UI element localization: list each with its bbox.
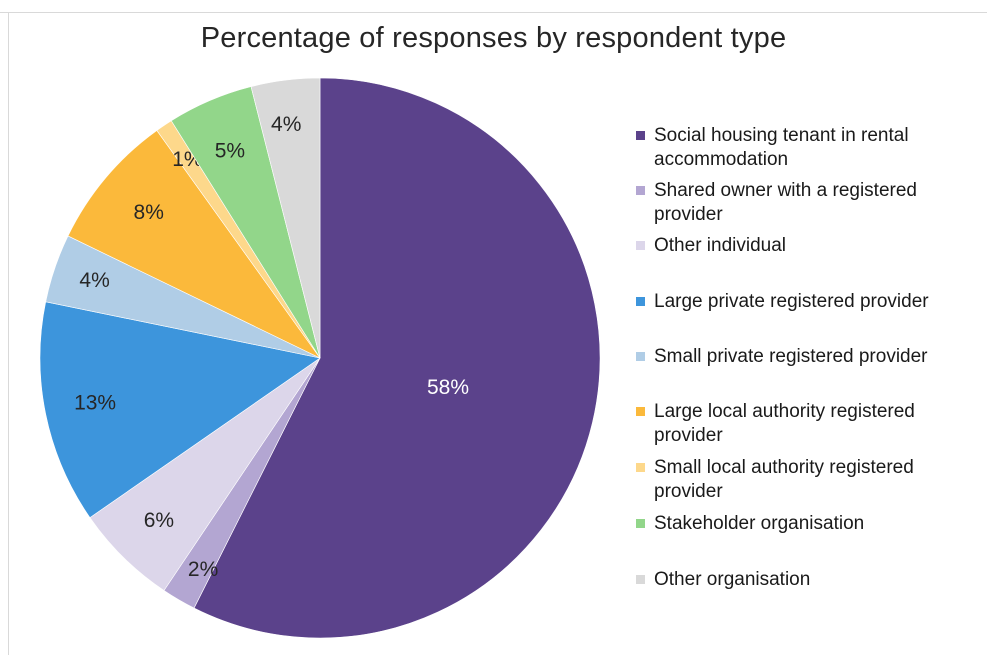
legend-swatch (636, 463, 645, 472)
legend-item-5: Small private registered provider (636, 345, 979, 369)
data-label-6: 8% (134, 201, 164, 224)
legend-item-8: Stakeholder organisation (636, 512, 979, 536)
data-label-9: 4% (271, 113, 301, 136)
legend-label: Social housing tenant in rental accommod… (654, 125, 909, 170)
legend-item-9: Other organisation (636, 568, 979, 592)
legend-label: Other individual (654, 235, 787, 256)
pie-slice-9 (250, 77, 321, 359)
legend-item-4: Large private registered provider (636, 290, 979, 314)
data-label-4: 13% (74, 392, 116, 415)
legend-swatch (636, 186, 645, 195)
data-label-8: 5% (215, 140, 245, 163)
chart-title: Percentage of responses by respondent ty… (200, 22, 787, 54)
legend-swatch (636, 575, 645, 584)
legend-label: Large private registered provider (654, 291, 929, 312)
pie-slice-6 (67, 130, 321, 359)
legend-swatch (636, 352, 645, 361)
legend-label: Stakeholder organisation (654, 513, 865, 534)
pie-slice-4 (39, 301, 321, 519)
legend-item-7: Small local authority registered provide… (636, 456, 979, 504)
legend-swatch (636, 241, 645, 250)
legend-item-6: Large local authority registered provide… (636, 400, 979, 448)
data-label-2: 2% (188, 558, 218, 581)
legend-label: Large local authority registered provide… (654, 401, 915, 446)
chart-border-top (0, 12, 987, 13)
chart-border-left (8, 12, 9, 655)
legend-swatch (636, 519, 645, 528)
legend-swatch (636, 407, 645, 416)
legend-item-2: Shared owner with a registered provider (636, 179, 979, 227)
legend-item-3: Other individual (636, 234, 979, 258)
legend-label: Small private registered provider (654, 346, 928, 367)
legend-label: Shared owner with a registered provider (654, 180, 917, 225)
legend-label: Other organisation (654, 569, 811, 590)
legend-item-1: Social housing tenant in rental accommod… (636, 124, 979, 172)
legend-label: Small local authority registered provide… (654, 457, 914, 502)
legend-swatch (636, 131, 645, 140)
data-label-3: 6% (144, 509, 174, 532)
legend-swatch (636, 297, 645, 306)
pie-slice-1 (193, 77, 601, 639)
data-label-5: 4% (79, 269, 109, 292)
data-label-1: 58% (427, 376, 469, 399)
